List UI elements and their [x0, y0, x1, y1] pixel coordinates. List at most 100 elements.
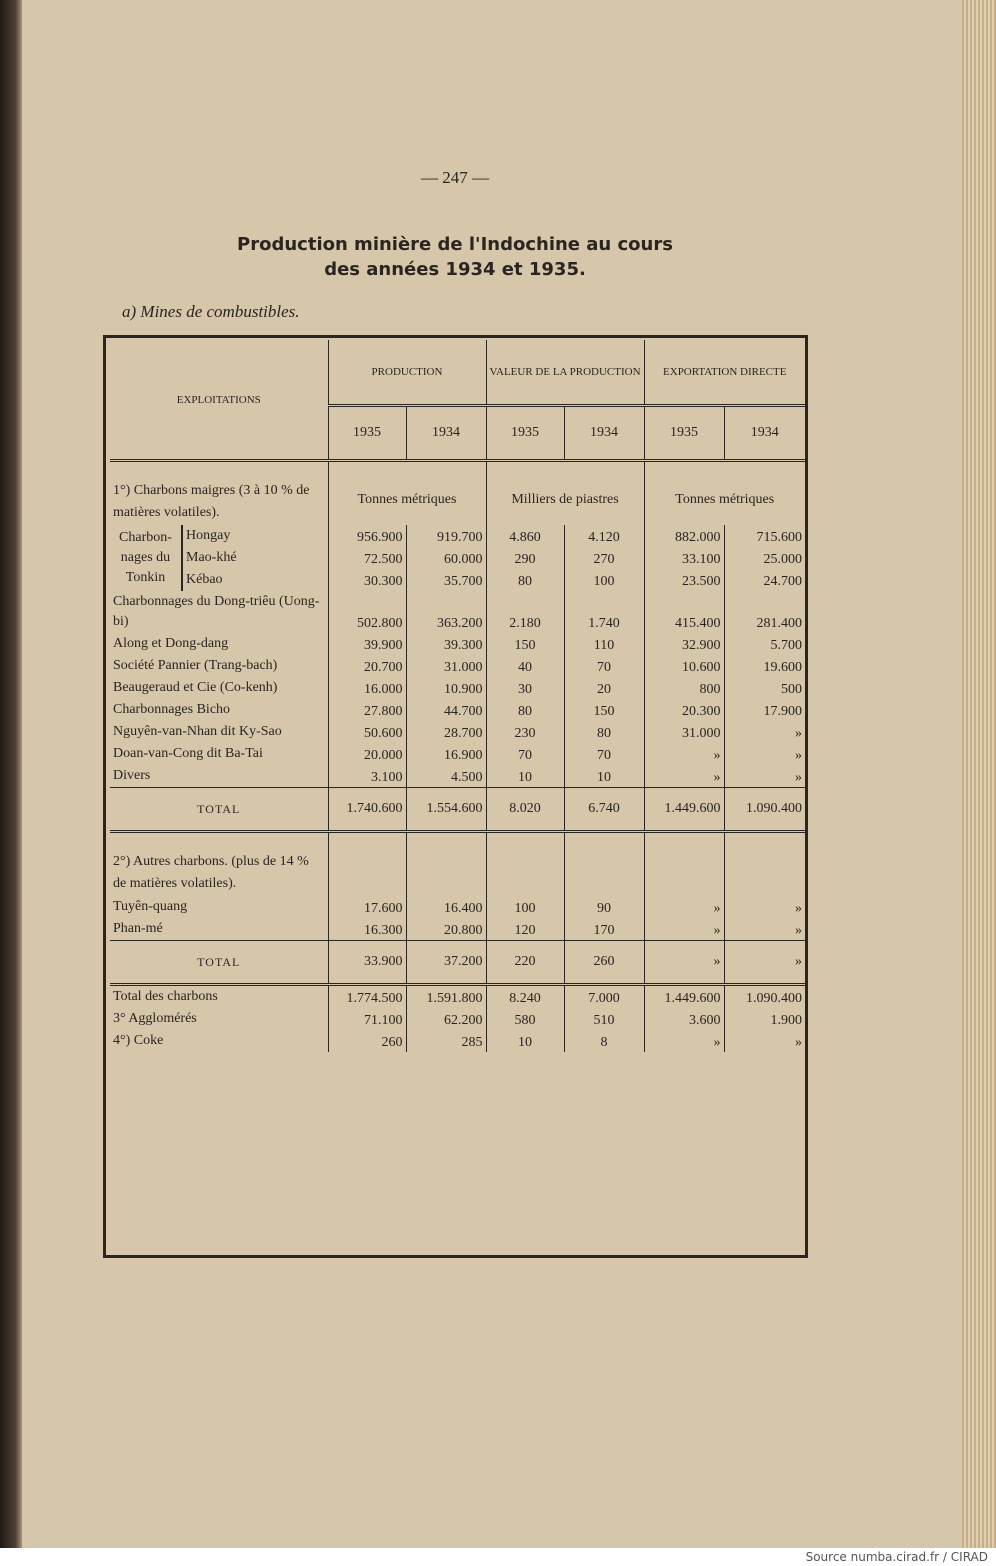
value-cell: 260 [327, 1030, 406, 1052]
value-cell: 1.900 [723, 1008, 805, 1030]
value-cell: 715.600 [723, 525, 805, 547]
value-cell: 39.900 [327, 633, 406, 655]
value-cell: 170 [563, 918, 644, 941]
value-cell: 1.090.400 [723, 787, 805, 833]
value-cell: 62.200 [405, 1008, 486, 1030]
data-row: Total des charbons 1.774.500 1.591.800 8.24… [110, 984, 805, 1008]
table-header: EXPLOITATIONS PRODUCTION VALEUR DE LA PROD… [110, 340, 805, 462]
value-cell: 16.400 [405, 896, 486, 918]
value-cell: » [643, 896, 724, 918]
value-cell: » [643, 765, 724, 788]
row-label: Nguyên-van-Nhan dit Ky-Sao [113, 724, 282, 739]
table-frame [103, 335, 808, 1258]
row-label: 4°) Coke [113, 1033, 164, 1048]
value-cell: 80 [563, 721, 644, 743]
value-cell: 72.500 [327, 547, 406, 569]
value-cell: » [643, 918, 724, 941]
value-cell: 80 [485, 569, 564, 591]
value-cell: 40 [485, 655, 564, 677]
value-cell: 44.700 [405, 699, 486, 721]
empty-cell [485, 831, 564, 896]
value-cell: » [643, 743, 724, 765]
title-line: Production minière de l'Indochine au cou… [237, 234, 673, 255]
value-cell: 10.600 [643, 655, 724, 677]
row-label: Charbonnages Bicho [113, 702, 231, 717]
row-label: Phan-mé [113, 921, 163, 936]
value-cell: 70 [563, 743, 644, 765]
source-footer: Source numba.cirad.fr / CIRAD [0, 1548, 996, 1566]
data-row: Beaugeraud et Cie (Co-kenh) 16.000 10.900 3… [110, 677, 805, 699]
value-cell: 500 [723, 677, 805, 699]
row-label: Doan-van-Cong dit Ba-Tai [113, 746, 263, 761]
value-cell: 50.600 [327, 721, 406, 743]
value-cell: 16.000 [327, 677, 406, 699]
value-cell: 4.120 [563, 525, 644, 547]
value-cell: 16.900 [405, 743, 486, 765]
value-cell: 1.090.400 [723, 984, 805, 1008]
page-number: — 247 — [421, 168, 489, 187]
value-cell: 60.000 [405, 547, 486, 569]
value-cell: 415.400 [643, 591, 724, 633]
value-cell: 23.500 [643, 569, 724, 591]
table-body: 1°) Charbons maigres (3 à 10 % de matièr… [110, 460, 805, 1052]
data-row: Mao-khé 72.500 60.000 290 270 33.100 25.000 [110, 547, 805, 569]
group-label: Charbon-nages du Tonkin [119, 530, 172, 585]
total-row: TOTAL 33.900 37.200 220 260»» [110, 940, 805, 986]
header-row: 1935 1934 1935 1934 1935 1934 [110, 405, 805, 462]
value-cell: 6.740 [563, 787, 644, 833]
value-cell: 230 [485, 721, 564, 743]
heading-label: 1°) Charbons maigres (3 à 10 % de matièr… [113, 483, 310, 520]
value-cell: 80 [485, 699, 564, 721]
year-header: 1934 [563, 405, 644, 462]
unit-label: Milliers de piastres [485, 460, 644, 525]
data-row: Société Pannier (Trang-bach) 20.700 31.000… [110, 655, 805, 677]
table: EXPLOITATIONS PRODUCTION VALEUR DE LA PROD… [110, 340, 805, 1052]
value-cell: 20.000 [327, 743, 406, 765]
data-row: Phan-mé 16.300 20.800 120 170»» [110, 918, 805, 941]
value-cell: 2.180 [485, 591, 564, 633]
value-cell: 260 [563, 940, 644, 986]
value-cell: 510 [563, 1008, 644, 1030]
row-label: Beaugeraud et Cie (Co-kenh) [113, 680, 278, 695]
value-cell: 28.700 [405, 721, 486, 743]
section-title: a) Mines de combustibles. [122, 302, 300, 321]
title-line: des années 1934 et 1935. [324, 259, 586, 280]
value-cell: 20 [563, 677, 644, 699]
value-cell: 24.700 [723, 569, 805, 591]
value-cell: 8.020 [485, 787, 564, 833]
heading-row: 1°) Charbons maigres (3 à 10 % de matièr… [110, 460, 805, 525]
value-cell: 31.000 [405, 655, 486, 677]
value-cell: 70 [563, 655, 644, 677]
year-header: 1935 [643, 405, 724, 462]
title: Production minière de l'Indochine au cou… [0, 232, 910, 282]
row-label: Tuyên-quang [113, 899, 188, 914]
value-cell: » [643, 1030, 724, 1052]
value-cell: 32.900 [643, 633, 724, 655]
value-cell: 35.700 [405, 569, 486, 591]
data-row: Charbonnages du Dong-triêu (Uong-bi) 502.… [110, 591, 805, 633]
heading-label: 2°) Autres charbons. (plus de 14 % de ma… [113, 854, 309, 891]
value-cell: 110 [563, 633, 644, 655]
value-cell: 10 [563, 765, 644, 788]
value-cell: » [723, 896, 805, 918]
empty-cell [723, 831, 805, 896]
year-header: 1935 [485, 405, 564, 462]
value-cell: » [723, 743, 805, 765]
value-cell: 30.300 [327, 569, 406, 591]
row-label: 3° Agglomérés [113, 1011, 197, 1026]
value-cell: 31.000 [643, 721, 724, 743]
row-label: Mao-khé [181, 547, 328, 569]
data-row: 3° Agglomérés 71.100 62.200 580 510 3.600 1.90… [110, 1008, 805, 1030]
empty-cell [643, 831, 724, 896]
data-row: Nguyên-van-Nhan dit Ky-Sao 50.600 28.700 23… [110, 721, 805, 743]
value-cell: 71.100 [327, 1008, 406, 1030]
value-cell: 90 [563, 896, 644, 918]
value-cell: 1.591.800 [405, 984, 486, 1008]
total-row: TOTAL 1.740.600 1.554.600 8.020 6.740 1.449.6… [110, 787, 805, 833]
value-cell: 1.740.600 [327, 787, 406, 833]
value-cell: 100 [485, 896, 564, 918]
year-header: 1934 [405, 405, 486, 462]
value-cell: 1.740 [563, 591, 644, 633]
